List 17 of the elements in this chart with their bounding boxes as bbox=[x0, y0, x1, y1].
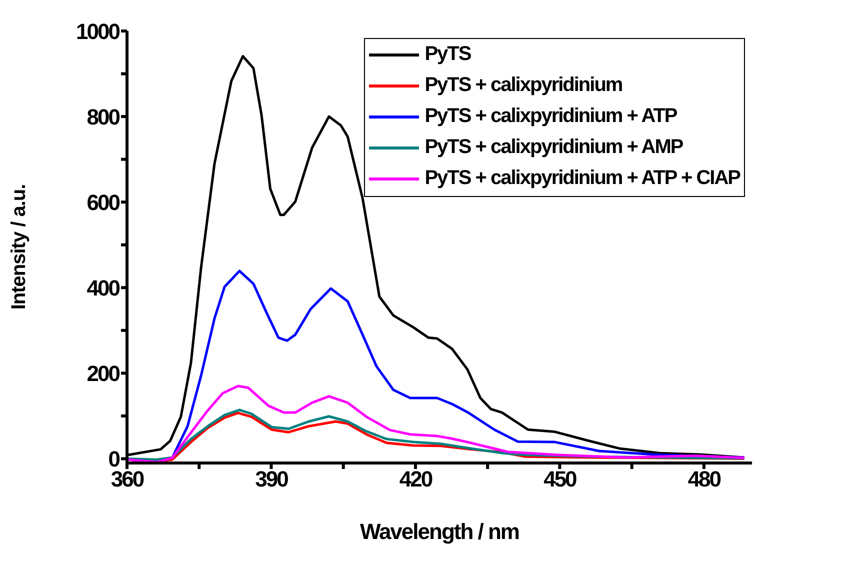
x-tick-label: 420 bbox=[399, 466, 433, 492]
legend-label: PyTS + calixpyridinium + AMP bbox=[424, 136, 683, 159]
x-tick-label: 390 bbox=[255, 466, 289, 492]
legend-label: PyTS + calixpyridinium + ATP bbox=[424, 105, 677, 128]
y-tick-label: 200 bbox=[86, 360, 120, 386]
y-axis-title: Intensity / a.u. bbox=[8, 184, 30, 310]
x-tick-label: 450 bbox=[544, 466, 578, 492]
x-tick-label: 480 bbox=[688, 466, 722, 492]
line-series bbox=[127, 384, 746, 463]
y-tick-label: 400 bbox=[86, 275, 120, 300]
y-tick-label: 600 bbox=[86, 190, 120, 215]
legend-label: PyTS + calixpyridinium + ATP + CIAP bbox=[424, 167, 740, 190]
legend-label: PyTS + calixpyridinium bbox=[424, 74, 622, 97]
y-tick-label: 800 bbox=[86, 104, 120, 130]
x-axis-title: Wavelength / nm bbox=[360, 519, 520, 544]
legend-label: PyTS bbox=[424, 43, 471, 66]
y-tick-label: 1000 bbox=[76, 18, 120, 44]
